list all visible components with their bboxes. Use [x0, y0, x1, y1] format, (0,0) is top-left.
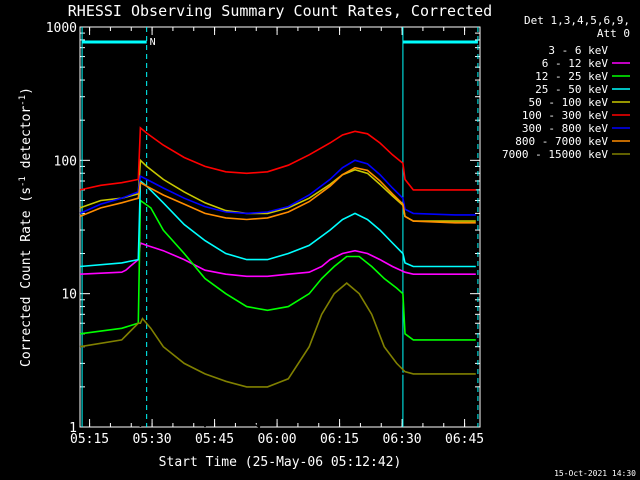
legend-label-0: 3 - 6 keV	[548, 44, 608, 57]
legend-label-6: 300 - 800 keV	[522, 122, 608, 135]
x-tick-label-6: 06:45	[445, 432, 484, 447]
series-line-5	[79, 126, 476, 191]
series-line-7	[79, 166, 476, 224]
x-tick-label-5: 06:30	[383, 432, 422, 447]
x-tick-label-0: 05:15	[70, 432, 109, 447]
x-tick-label-4: 06:15	[320, 432, 359, 447]
legend-label-7: 800 - 7000 keV	[515, 135, 608, 148]
x-tick-label-2: 05:45	[195, 432, 234, 447]
y-axis: 1 10 100 1000	[46, 21, 480, 436]
legend-label-2: 12 - 25 keV	[535, 70, 608, 83]
series-line-2	[79, 198, 476, 341]
plot-area	[79, 26, 481, 428]
x-tick-label-1: 05:30	[133, 432, 172, 447]
corner-timestamp: 15-Oct-2021 14:30	[554, 469, 636, 478]
legend-label-3: 25 - 50 keV	[535, 83, 608, 96]
x-tick-label-3: 06:00	[258, 432, 297, 447]
series-line-0	[79, 282, 476, 429]
series-line-8	[79, 282, 476, 388]
marker-label-n: N	[150, 37, 156, 48]
y-tick-label-3: 1000	[46, 21, 77, 36]
y-tick-label-0: 1	[69, 421, 77, 436]
attenuator-markers: N	[81, 27, 479, 427]
y-tick-label-1: 10	[61, 288, 77, 303]
series-lines	[79, 126, 476, 429]
y-tick-label-2: 100	[54, 154, 77, 169]
series-line-6	[79, 159, 476, 216]
x-axis: 05:15 05:30 05:45 06:00 06:15 06:30 06:45	[70, 27, 484, 447]
legend-header-1: Det 1,3,4,5,6,9,	[524, 14, 630, 27]
y-axis-label: Corrected Count Rate (s-1 detector-1)	[18, 87, 34, 367]
legend-label-1: 6 - 12 keV	[542, 57, 609, 70]
legend-label-4: 50 - 100 keV	[529, 96, 609, 109]
plot-frame	[79, 26, 481, 428]
legend-label-8: 7000 - 15000 keV	[502, 148, 608, 161]
legend-label-5: 100 - 300 keV	[522, 109, 608, 122]
chart-title: RHESSI Observing Summary Count Rates, Co…	[68, 2, 492, 20]
x-axis-label: Start Time (25-May-06 05:12:42)	[159, 455, 402, 470]
legend-header-2: Att 0	[597, 27, 630, 40]
